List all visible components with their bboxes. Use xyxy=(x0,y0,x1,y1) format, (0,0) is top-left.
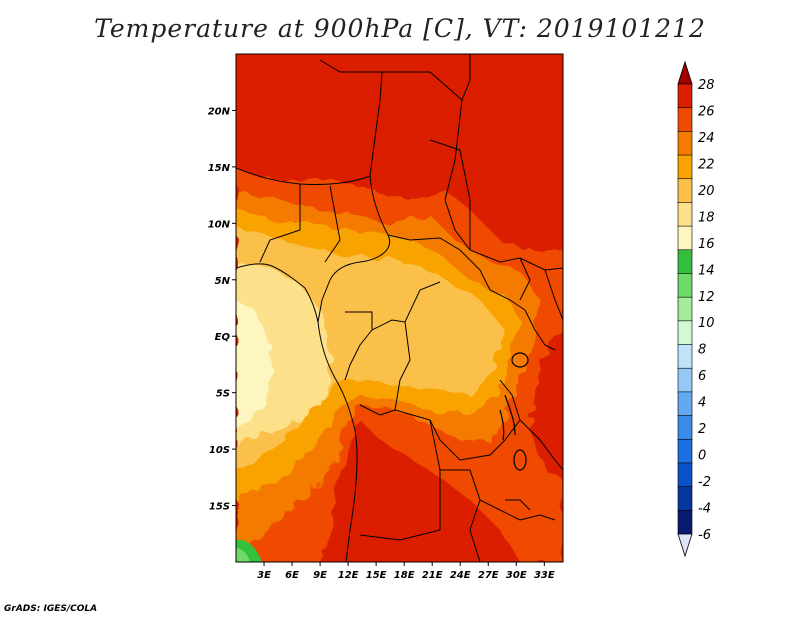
colorbar-label: 18 xyxy=(698,210,715,225)
colorbar-label: 22 xyxy=(698,157,715,172)
colorbar-segment xyxy=(677,249,693,275)
colorbar-segment xyxy=(677,486,693,512)
lon-tick-label: 9E xyxy=(313,570,327,581)
lakes xyxy=(499,352,529,471)
colorbar-label: 10 xyxy=(698,316,715,331)
longitude-axis: 3E 6E 9E 12E 15E 18E 21E 24E 27E 30E 33E xyxy=(257,562,555,581)
colorbar-segment xyxy=(677,438,693,464)
colorbar-label: -4 xyxy=(698,502,711,517)
colorbar-label: 16 xyxy=(698,237,715,252)
lat-tick-label: 5S xyxy=(216,389,230,400)
latitude-axis: 20N 15N 10N 5N EQ 5S 10S 15S xyxy=(208,106,236,513)
lon-tick-label: 27E xyxy=(478,570,499,581)
colorbar-label: 26 xyxy=(698,104,715,119)
colorbar-label: 4 xyxy=(698,396,706,411)
colorbar-segment xyxy=(677,131,693,156)
colorbar-segment xyxy=(677,202,693,227)
colorbar-label: 14 xyxy=(698,263,715,278)
lon-tick-label: 15E xyxy=(366,570,387,581)
credit-label: GrADS: IGES/COLA xyxy=(4,604,98,614)
colorbar-segment xyxy=(677,225,693,251)
colorbar-segment xyxy=(677,367,693,393)
map-frame xyxy=(235,53,564,563)
colorbar-label: 20 xyxy=(698,184,715,199)
field-16-region xyxy=(236,300,272,428)
lon-tick-label: 6E xyxy=(285,570,299,581)
borders xyxy=(236,54,563,562)
lat-tick-label: 15N xyxy=(208,163,231,174)
colorbar-label: 28 xyxy=(698,78,715,93)
colorbar-segment xyxy=(677,107,693,133)
temperature-field xyxy=(236,54,563,562)
coastline xyxy=(236,263,358,562)
lat-tick-label: 10S xyxy=(209,445,230,456)
lake xyxy=(511,352,529,368)
colorbar-min-triangle xyxy=(677,533,693,558)
colorbar-label: 2 xyxy=(698,422,706,437)
lon-tick-label: 18E xyxy=(394,570,415,581)
colorbar-max-triangle xyxy=(677,60,693,85)
colorbar-segment xyxy=(677,296,693,322)
lat-tick-label: EQ xyxy=(215,332,231,343)
colorbar-segment xyxy=(677,320,693,346)
colorbar-segment xyxy=(677,83,693,109)
lat-tick-label: 15S xyxy=(209,502,230,513)
colorbar-segment xyxy=(677,510,693,535)
lat-tick-label: 5N xyxy=(215,276,231,287)
lake xyxy=(513,449,527,471)
lon-tick-label: 24E xyxy=(450,570,471,581)
colorbar-label: -2 xyxy=(698,475,711,490)
lon-tick-label: 33E xyxy=(534,570,555,581)
colorbar-label: 8 xyxy=(698,343,706,358)
colorbar-segment xyxy=(677,154,693,180)
colorbar-segment xyxy=(677,415,693,441)
field-12-region xyxy=(236,548,250,562)
colorbar-label: 12 xyxy=(698,290,715,305)
colorbar-segment xyxy=(677,462,693,488)
colorbar-segment xyxy=(677,391,693,417)
colorbar-label: 24 xyxy=(698,131,715,146)
map-title: Temperature at 900hPa [C], VT: 201910121… xyxy=(94,14,706,43)
colorbar-label: 0 xyxy=(698,449,706,464)
lon-tick-label: 12E xyxy=(338,570,359,581)
lon-tick-label: 3E xyxy=(257,570,271,581)
lat-tick-label: 20N xyxy=(208,106,231,117)
lat-tick-label: 10N xyxy=(208,219,231,230)
lake xyxy=(499,409,505,441)
lon-tick-label: 30E xyxy=(506,570,527,581)
colorbar-label: 6 xyxy=(698,369,706,384)
colorbar-label: -6 xyxy=(698,528,711,543)
lon-tick-label: 21E xyxy=(422,570,443,581)
colorbar-segment xyxy=(677,178,693,204)
colorbar-segment xyxy=(677,344,693,370)
lake xyxy=(504,394,516,436)
colorbar-segment xyxy=(677,273,693,298)
